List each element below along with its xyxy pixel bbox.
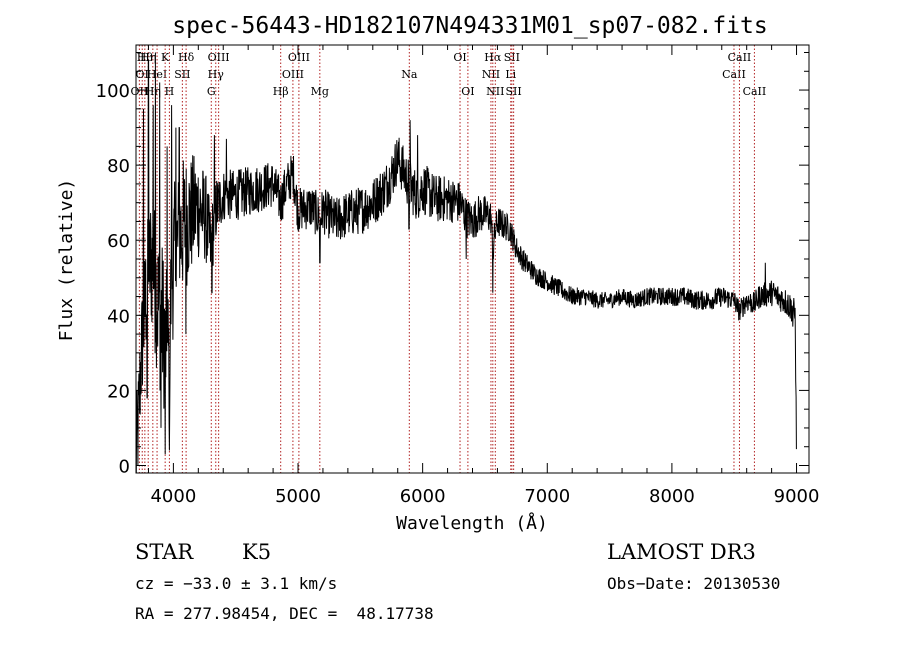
axis-ticks: 4000 5000 6000 7000 8000 9000 0 20 40 60 80 100 <box>96 45 820 507</box>
sky-coordinates: RA = 277.98454, DEC = 48.17738 <box>135 604 434 623</box>
plot-frame <box>135 44 810 474</box>
y-tick-label: 60 <box>107 231 130 252</box>
spectrum-series-line <box>135 52 797 474</box>
line-marker-label: Li <box>505 68 516 81</box>
emission-line-markers: OIIOIHθHηHηHeIKHSIIHδGHγOIIIHβOIIIOIIIMg… <box>131 45 767 473</box>
line-marker-label: NII <box>486 85 504 98</box>
line-marker-label: SII <box>174 68 190 81</box>
y-tick-label: 20 <box>107 381 130 402</box>
line-marker-label: OII <box>131 85 149 98</box>
x-tick-label: 5000 <box>275 486 321 507</box>
x-tick-label: 4000 <box>150 486 196 507</box>
line-marker-label: OIII <box>288 51 310 64</box>
line-marker-label: SII <box>504 51 520 64</box>
line-marker-label: OI <box>453 51 466 64</box>
x-axis-label: Wavelength (Å) <box>396 512 548 534</box>
y-tick-label: 100 <box>96 81 130 102</box>
line-marker-label: NII <box>482 68 500 81</box>
line-marker-label: OIII <box>282 68 304 81</box>
line-marker-label: OIII <box>208 51 230 64</box>
y-axis-label: Flux (relative) <box>56 179 77 342</box>
line-marker-label: Hγ <box>208 68 225 81</box>
line-marker-label: Hα <box>484 51 502 64</box>
survey-name: LAMOST DR3 <box>607 540 756 564</box>
y-tick-label: 80 <box>107 156 130 177</box>
spectrum-chart: spec-56443-HD182107N494331M01_sp07-082.f… <box>56 13 820 534</box>
x-tick-label: 7000 <box>524 486 570 507</box>
y-tick-label: 0 <box>119 456 130 477</box>
x-tick-label: 8000 <box>649 486 695 507</box>
line-marker-label: Hδ <box>178 51 195 64</box>
line-marker-label: SII <box>506 85 522 98</box>
observation-date: Obs−Date: 20130530 <box>607 574 781 593</box>
line-marker-label: CaII <box>722 68 746 81</box>
x-tick-label: 9000 <box>774 486 820 507</box>
object-class: STAR <box>135 540 194 564</box>
line-marker-label: Hθ <box>137 51 154 64</box>
line-marker-label: Mg <box>311 85 329 98</box>
y-tick-label: 40 <box>107 306 130 327</box>
line-marker-label: Hη <box>145 85 161 98</box>
line-marker-label: CaII <box>728 51 752 64</box>
line-marker-label: Na <box>401 68 418 81</box>
redshift-velocity: cz = −33.0 ± 3.1 km/s <box>135 574 338 593</box>
chart-title: spec-56443-HD182107N494331M01_sp07-082.f… <box>172 13 767 39</box>
line-marker-label: G <box>207 85 216 98</box>
line-marker-label: Hη <box>140 51 156 64</box>
line-marker-label: K <box>161 51 170 64</box>
line-marker-label: Hβ <box>273 85 289 98</box>
line-marker-label: H <box>165 85 175 98</box>
spectral-subclass: K5 <box>242 540 272 564</box>
line-marker-label: OI <box>461 85 474 98</box>
line-marker-label: HeI <box>147 68 167 81</box>
line-marker-label: CaII <box>743 85 767 98</box>
x-tick-label: 6000 <box>400 486 446 507</box>
